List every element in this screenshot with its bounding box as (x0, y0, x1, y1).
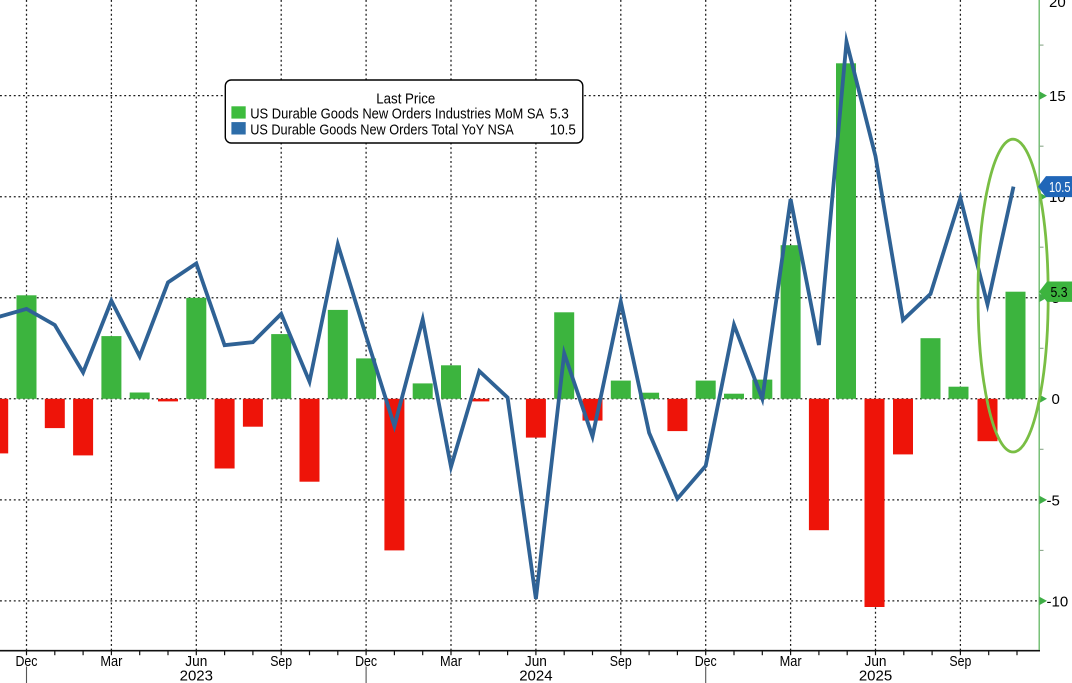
svg-text:2023: 2023 (180, 668, 213, 683)
svg-text:0: 0 (1052, 391, 1060, 408)
svg-text:Jun: Jun (865, 653, 887, 670)
svg-text:Sep: Sep (270, 653, 292, 670)
svg-text:Jun: Jun (185, 653, 207, 670)
svg-text:Dec: Dec (695, 653, 717, 670)
svg-text:10.5: 10.5 (550, 121, 576, 138)
svg-text:15: 15 (1049, 88, 1066, 105)
svg-text:5.3: 5.3 (1051, 284, 1068, 301)
svg-text:Mar: Mar (100, 653, 122, 670)
svg-text:Mar: Mar (440, 653, 462, 670)
svg-text:-5: -5 (1047, 492, 1060, 509)
svg-text:Mar: Mar (780, 653, 802, 670)
svg-text:Dec: Dec (355, 653, 377, 670)
svg-text:20: 20 (1049, 0, 1066, 11)
svg-text:2025: 2025 (859, 668, 892, 683)
svg-text:5.3: 5.3 (550, 105, 569, 122)
svg-text:Dec: Dec (16, 653, 38, 670)
svg-text:US Durable Goods New Orders To: US Durable Goods New Orders Total YoY NS… (250, 121, 514, 138)
svg-text:Last Price: Last Price (376, 90, 435, 107)
svg-text:10.5: 10.5 (1049, 179, 1071, 196)
svg-text:Jun: Jun (525, 653, 547, 670)
svg-text:2024: 2024 (519, 668, 552, 683)
svg-text:US Durable Goods New Orders In: US Durable Goods New Orders Industries M… (250, 105, 544, 122)
svg-text:Sep: Sep (949, 653, 971, 670)
svg-text:Sep: Sep (610, 653, 632, 670)
svg-text:-10: -10 (1047, 593, 1069, 610)
